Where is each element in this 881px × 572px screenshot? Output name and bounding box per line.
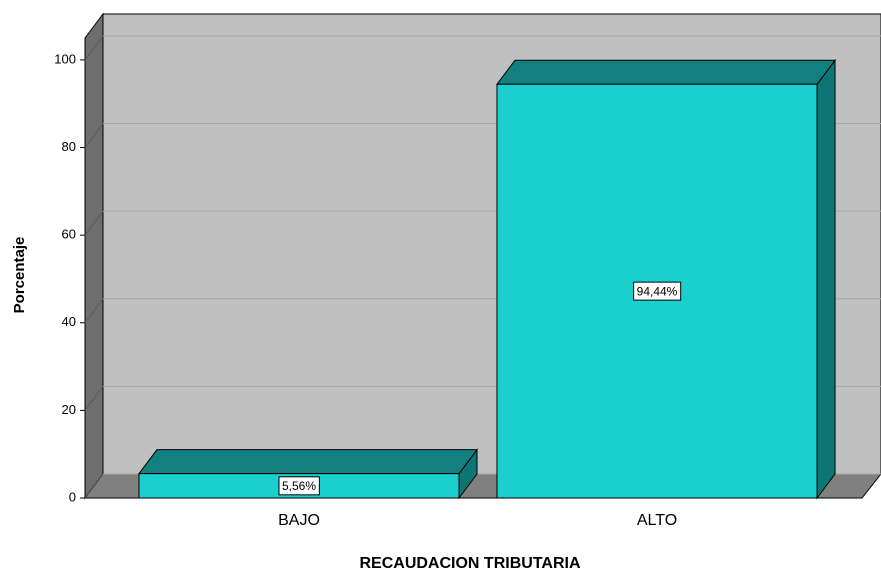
data-label-box <box>633 281 682 301</box>
y-tick-label: 100 <box>54 51 76 66</box>
grid-line <box>84 386 104 411</box>
grid-line <box>84 298 104 324</box>
grid-line <box>84 473 104 499</box>
x-tick-label: ALTO <box>637 512 677 529</box>
bar-side <box>816 58 836 500</box>
y-tick-label: 80 <box>62 139 76 154</box>
bars: 5,56% 94,44% <box>137 58 837 500</box>
bar-top <box>137 449 479 475</box>
y-axis-label: Porcentaje <box>11 237 28 314</box>
y-tick-label: 60 <box>62 227 76 242</box>
y-tick-label: 20 <box>62 402 76 417</box>
grid-line <box>84 35 104 61</box>
bar-top <box>495 59 837 85</box>
grid-line <box>84 123 104 148</box>
y-tick-label: 0 <box>69 489 76 504</box>
y-tick-label: 40 <box>62 314 76 329</box>
grid-line <box>84 210 104 236</box>
x-axis-label: RECAUDACION TRIBUTARIA <box>359 555 580 572</box>
data-label: 94,44% <box>637 284 678 298</box>
data-label-box <box>278 476 320 496</box>
x-tick-label: BAJO <box>278 512 320 529</box>
data-label: 5,56% <box>282 479 316 493</box>
side-wall <box>84 12 104 500</box>
